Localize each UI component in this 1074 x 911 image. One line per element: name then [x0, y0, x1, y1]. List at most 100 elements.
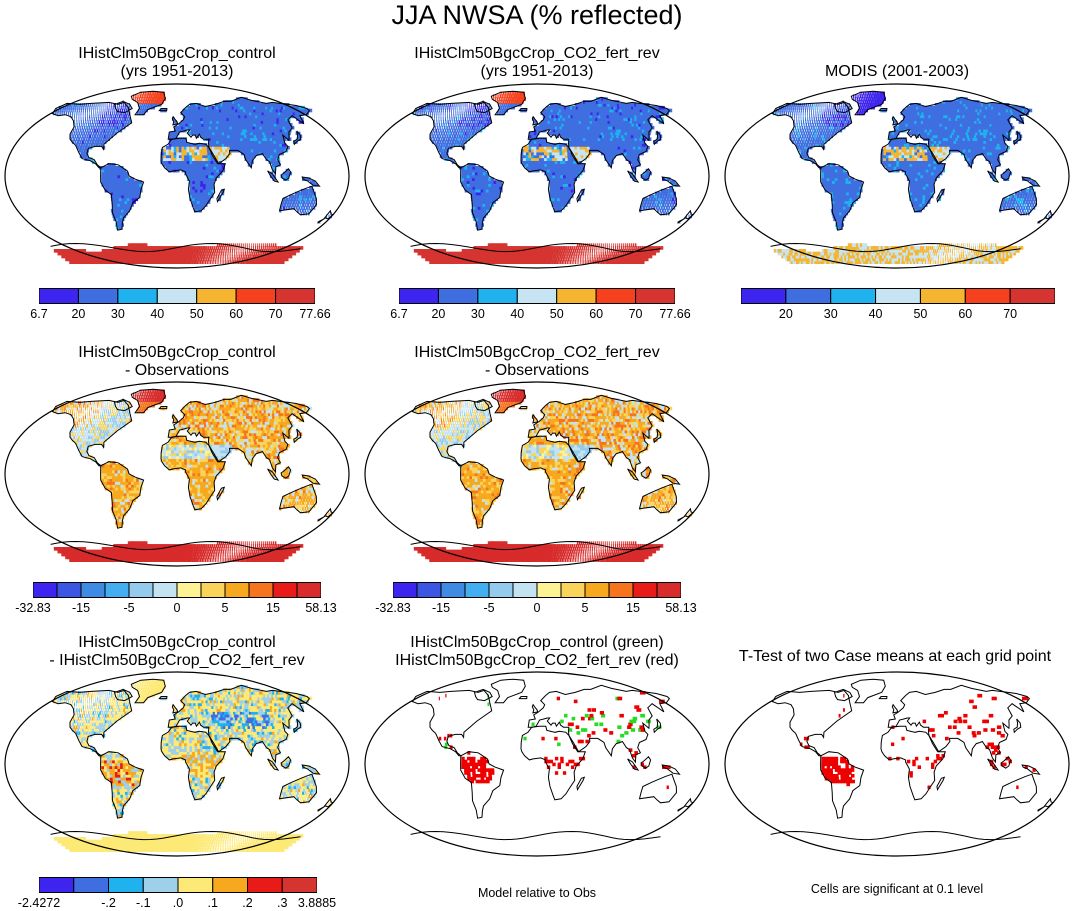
panel-title-control: IHistClm50BgcCrop_control (yrs 1951-2013… [2, 45, 352, 81]
colorbar-swatch [176, 582, 202, 598]
coastline-greenland [130, 90, 166, 116]
coastline-sumatra [267, 468, 280, 481]
colorbar-label: .2 [242, 896, 253, 910]
colorbar-swatch [128, 582, 154, 598]
coastline-sumatra [267, 758, 280, 771]
colorbar-swatch [556, 288, 597, 304]
panel-title-control-minus-obs: IHistClm50BgcCrop_control - Observations [2, 344, 352, 380]
coastline-antarctica [410, 540, 661, 551]
coastline-borneo [280, 756, 292, 769]
panel-title-line: IHistClm50BgcCrop_control (green) [410, 634, 664, 651]
coastline-baffin [113, 688, 133, 702]
coastline-madagascar [216, 486, 226, 501]
coastline-antarctica [50, 540, 301, 551]
coastline-japan [653, 130, 662, 146]
colorbar-swatch [656, 582, 681, 598]
colorbar-swatch [516, 288, 558, 304]
colorbar-modis [741, 288, 1055, 304]
coastline-eurasia [887, 684, 1031, 764]
coastline-greenland [490, 90, 526, 116]
coastline-africa [880, 137, 947, 213]
coastline-newGuinea [1021, 176, 1041, 187]
colorbar-label: 20 [778, 307, 793, 321]
coastline-iceland [878, 108, 888, 112]
colorbar-swatch [440, 582, 466, 598]
coastline-eurasia [527, 684, 671, 764]
panel-title-line: IHistClm50BgcCrop_CO2_fert_rev (red) [395, 652, 679, 669]
coastline-borneo [640, 168, 652, 181]
coastline-australia [278, 185, 318, 216]
coastline-eurasia [527, 394, 671, 474]
panel-title-line: IHistClm50BgcCrop_CO2_fert_rev [414, 344, 660, 361]
colorbar-label: -5 [483, 601, 495, 615]
colorbar-swatch [477, 288, 518, 304]
colorbar-control [39, 288, 315, 304]
coastline-newGuinea [661, 176, 681, 187]
coastline-northAmerica [411, 399, 493, 467]
colorbar-label: 0 [533, 601, 541, 615]
coastline-japan [293, 718, 302, 734]
panel-title-control-minus-co2: IHistClm50BgcCrop_control - IHistClm50Bg… [2, 634, 352, 670]
colorbar-label: -32.83 [15, 601, 51, 615]
coastline-uk [171, 115, 179, 126]
coastline-madagascar [936, 188, 946, 203]
coastline-borneo [1000, 168, 1012, 181]
colorbar-label: 30 [110, 307, 125, 321]
colorbar-label: 40 [150, 307, 165, 321]
colorbar-label: 77.66 [299, 307, 331, 321]
colorbar-swatch [272, 582, 298, 598]
coastline-australia [638, 483, 678, 514]
colorbar-swatch [80, 582, 106, 598]
colorbar-label: 58.13 [665, 601, 697, 615]
coastline-newZealand [317, 797, 334, 812]
map-frame [4, 83, 350, 269]
colorbar-label: 50 [189, 307, 204, 321]
colorbar-label: .1 [207, 896, 218, 910]
coastline-baffin [473, 688, 493, 702]
coastline-japan [293, 428, 302, 444]
coastline-japan [1013, 130, 1022, 146]
coastline-newZealand [677, 507, 694, 522]
colorbar-swatch [156, 288, 198, 304]
coastline-baffin [113, 398, 133, 412]
colorbar-label: 5 [221, 601, 229, 615]
colorbar-swatch [275, 288, 315, 304]
coastline-newZealand [1037, 797, 1054, 812]
coastline-southAmerica [100, 751, 145, 819]
coastline-australia [998, 185, 1038, 216]
coastline-newGuinea [301, 474, 321, 485]
colorbar-swatch [177, 877, 214, 893]
coastline-antarctica [410, 830, 661, 841]
colorbar-swatch [104, 582, 130, 598]
coastline-uk [171, 703, 179, 714]
coastline-uk [891, 115, 899, 126]
coastline-antarctica [50, 242, 301, 253]
colorbar-label: -15 [71, 601, 91, 615]
coastline-borneo [640, 756, 652, 769]
colorbar-swatch [399, 288, 439, 304]
colorbar-swatch [247, 877, 283, 893]
colorbar-control-minus-co2 [39, 877, 317, 893]
colorbar-swatch [77, 288, 119, 304]
panel-title-line: (yrs 1951-2013) [120, 63, 234, 80]
colorbar-label: 6.7 [390, 307, 408, 321]
colorbar-label: 60 [229, 307, 244, 321]
colorbar-label: 3.8885 [297, 896, 337, 910]
coastline-iceland [158, 696, 168, 700]
coastline-iceland [158, 108, 168, 112]
coastline-borneo [280, 168, 292, 181]
colorbar-label: -.2 [101, 896, 116, 910]
coastline-antarctica [410, 242, 661, 253]
colorbar-swatch [512, 582, 538, 598]
coastline-northAmerica [771, 689, 853, 757]
coastline-antarctica [770, 830, 1021, 841]
coastline-southAmerica [820, 163, 865, 231]
panel-title-line: - Observations [124, 362, 230, 379]
coastline-greenland [130, 678, 166, 704]
coastline-baffin [113, 100, 133, 114]
coastline-newZealand [317, 507, 334, 522]
colorbar-co2-fert-rev [399, 288, 675, 304]
coastline-madagascar [216, 776, 226, 791]
coastline-sumatra [627, 170, 640, 183]
panel-title-line: IHistClm50BgcCrop_control [78, 45, 276, 62]
